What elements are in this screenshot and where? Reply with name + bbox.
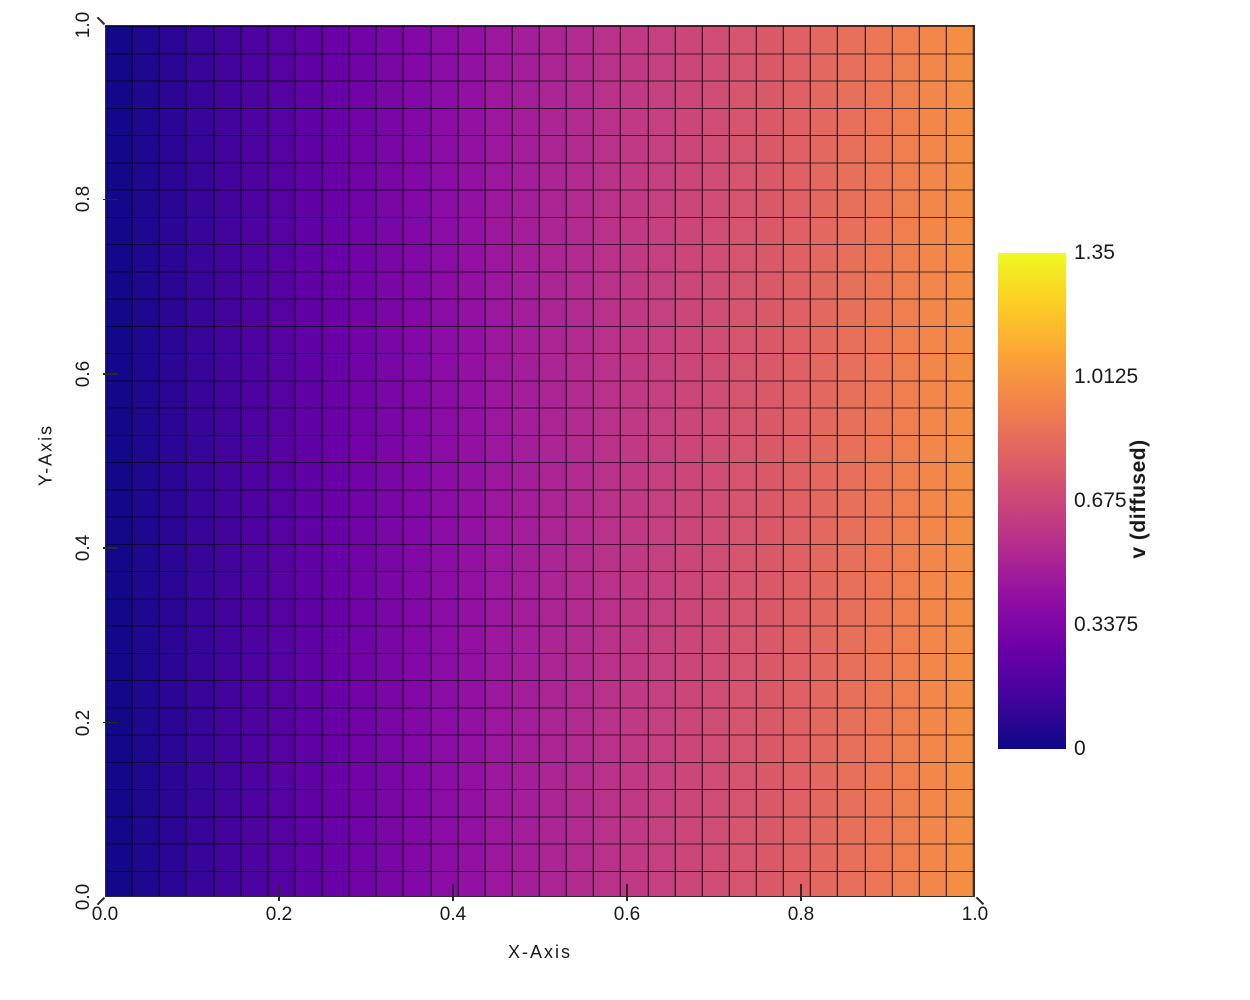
heatmap-column-1 [133,26,161,896]
x-tick-label: 0.8 [787,904,815,925]
heatmap-column-3 [187,26,215,896]
y-tick-label: 0.2 [73,709,94,736]
heatmap-column-9 [350,26,378,896]
heatmap-column-7 [295,26,323,896]
heatmap-column-22 [702,26,730,896]
y-tick-label: 1.0 [73,11,94,39]
x-tick-label: 0.0 [91,904,119,925]
colorbar-tick-label: 0 [1074,737,1086,760]
colorbar-tick-label: 1.35 [1074,241,1115,264]
y-axis-tick [103,198,118,201]
heatmap-column-0 [106,26,134,896]
x-tick-label: 0.2 [265,904,293,925]
heatmap-column-10 [377,26,405,896]
heatmap-column-11 [404,26,432,896]
heatmap-column-20 [648,26,676,896]
x-tick-label: 0.6 [613,904,641,925]
heatmap-column-27 [838,26,866,896]
x-axis-label: X-Axis [507,942,573,962]
y-axis-corner-tick [96,16,105,26]
x-axis-tick [452,884,454,901]
x-tick-label: 0.4 [439,904,467,925]
heatmap-column-24 [757,26,785,896]
heatmap-column-17 [567,26,595,896]
y-tick-label: 0.6 [73,360,94,388]
x-axis-tick [278,884,280,901]
heatmap-column-12 [431,26,459,896]
heatmap-column-30 [919,26,947,896]
y-axis-tick [103,373,118,375]
heatmap-column-13 [458,26,486,896]
heatmap-column-16 [540,26,568,896]
heatmap-column-8 [323,26,351,896]
heatmap-column-31 [946,26,974,896]
heatmap-column-6 [268,26,296,896]
heatmap-column-26 [811,26,839,896]
heatmap-column-5 [241,26,269,896]
heatmap-column-21 [675,26,703,896]
x-tick-label: 1.0 [961,904,989,925]
heatmap-column-25 [784,26,812,896]
y-tick-label: 0.4 [73,534,94,562]
colorbar-tick-label: 0.675 [1074,489,1127,512]
y-tick-label: 0.8 [73,186,94,213]
heatmap-column-2 [160,26,188,896]
heatmap-tiles [106,26,974,896]
heatmap-column-29 [892,26,920,896]
heatmap-column-28 [865,26,893,896]
x-axis-tick [626,884,628,901]
x-axis-tick [800,884,802,901]
y-axis-tick [103,721,118,724]
heatmap-column-23 [729,26,757,896]
heatmap-column-4 [214,26,242,896]
heatmap-column-18 [594,26,622,896]
heatmap-column-14 [485,26,513,896]
colorbar-gradient [998,253,1066,749]
colorbar-title: v (diffused) [1127,439,1150,559]
y-axis-tick [103,547,118,549]
y-axis-label: Y-Axis [35,423,56,487]
y-tick-label: 0.0 [73,883,94,911]
heatmap-column-15 [512,26,540,896]
colorbar-tick-label: 1.0125 [1074,365,1139,388]
colorbar-tick-label: 0.3375 [1074,613,1139,636]
heatmap-column-19 [621,26,649,896]
heatmap-plot-area [105,25,975,897]
